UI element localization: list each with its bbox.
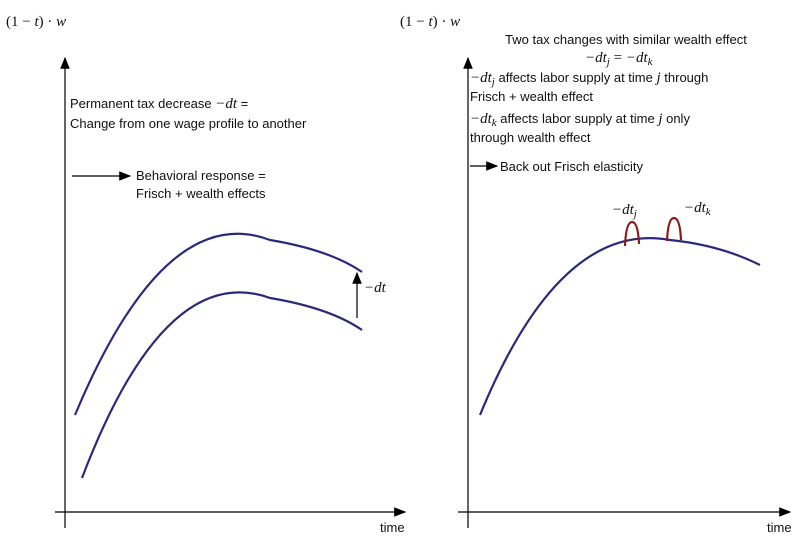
text: −dt <box>215 96 238 112</box>
note: Behavioral response = <box>136 168 266 183</box>
text: k <box>492 117 498 129</box>
bump-label: −dtk <box>684 200 712 218</box>
text: −dt <box>585 50 608 66</box>
note: Frisch + wealth effects <box>136 186 266 201</box>
note: Back out Frisch elasticity <box>500 159 644 174</box>
bump <box>665 216 683 242</box>
y-axis-label: (1 − t) · w <box>400 14 460 30</box>
text: ) · <box>433 14 451 30</box>
text: w <box>450 14 460 30</box>
x-axis-label: time <box>767 520 792 535</box>
text: (1 − <box>400 14 428 30</box>
text: j <box>654 70 660 86</box>
text: only <box>662 111 690 126</box>
note: Frisch + wealth effect <box>470 89 593 104</box>
note: through wealth effect <box>470 130 591 145</box>
text: Permanent tax decrease <box>70 96 215 111</box>
shift-label: −dt <box>364 280 387 296</box>
text: k <box>648 56 654 68</box>
text: −dt <box>470 111 493 127</box>
note: −dtj affects labor supply at time j thro… <box>470 70 708 88</box>
text: through <box>661 70 709 85</box>
text: ) · <box>39 14 57 30</box>
text: −dt <box>612 202 635 218</box>
x-axis-label: time <box>380 520 405 535</box>
text: affects labor supply at time <box>497 111 659 126</box>
text: = <box>237 96 248 111</box>
heading: Two tax changes with similar wealth effe… <box>505 32 747 47</box>
text: affects labor supply at time <box>495 70 657 85</box>
text: −dt <box>470 70 493 86</box>
text: k <box>706 206 712 218</box>
note: −dtk affects labor supply at time j only <box>470 111 690 129</box>
text: t <box>428 14 433 30</box>
text: j <box>656 111 662 127</box>
curve <box>73 232 363 416</box>
curve <box>478 237 761 416</box>
note: Permanent tax decrease −dt = <box>70 96 248 112</box>
text: −dt <box>684 200 707 216</box>
text: (1 − <box>6 14 34 30</box>
text: = <box>610 50 626 66</box>
bump-label: −dtj <box>612 202 637 220</box>
curve <box>80 291 363 479</box>
text: j <box>490 76 495 88</box>
text: t <box>34 14 39 30</box>
equation: −dtj = −dtk <box>585 50 654 68</box>
y-axis-label: (1 − t) · w <box>6 14 66 30</box>
text: j <box>605 56 610 68</box>
text: −dt <box>626 50 649 66</box>
bump <box>623 220 641 247</box>
text: j <box>632 208 637 220</box>
text: w <box>56 14 66 30</box>
note: Change from one wage profile to another <box>70 116 307 131</box>
